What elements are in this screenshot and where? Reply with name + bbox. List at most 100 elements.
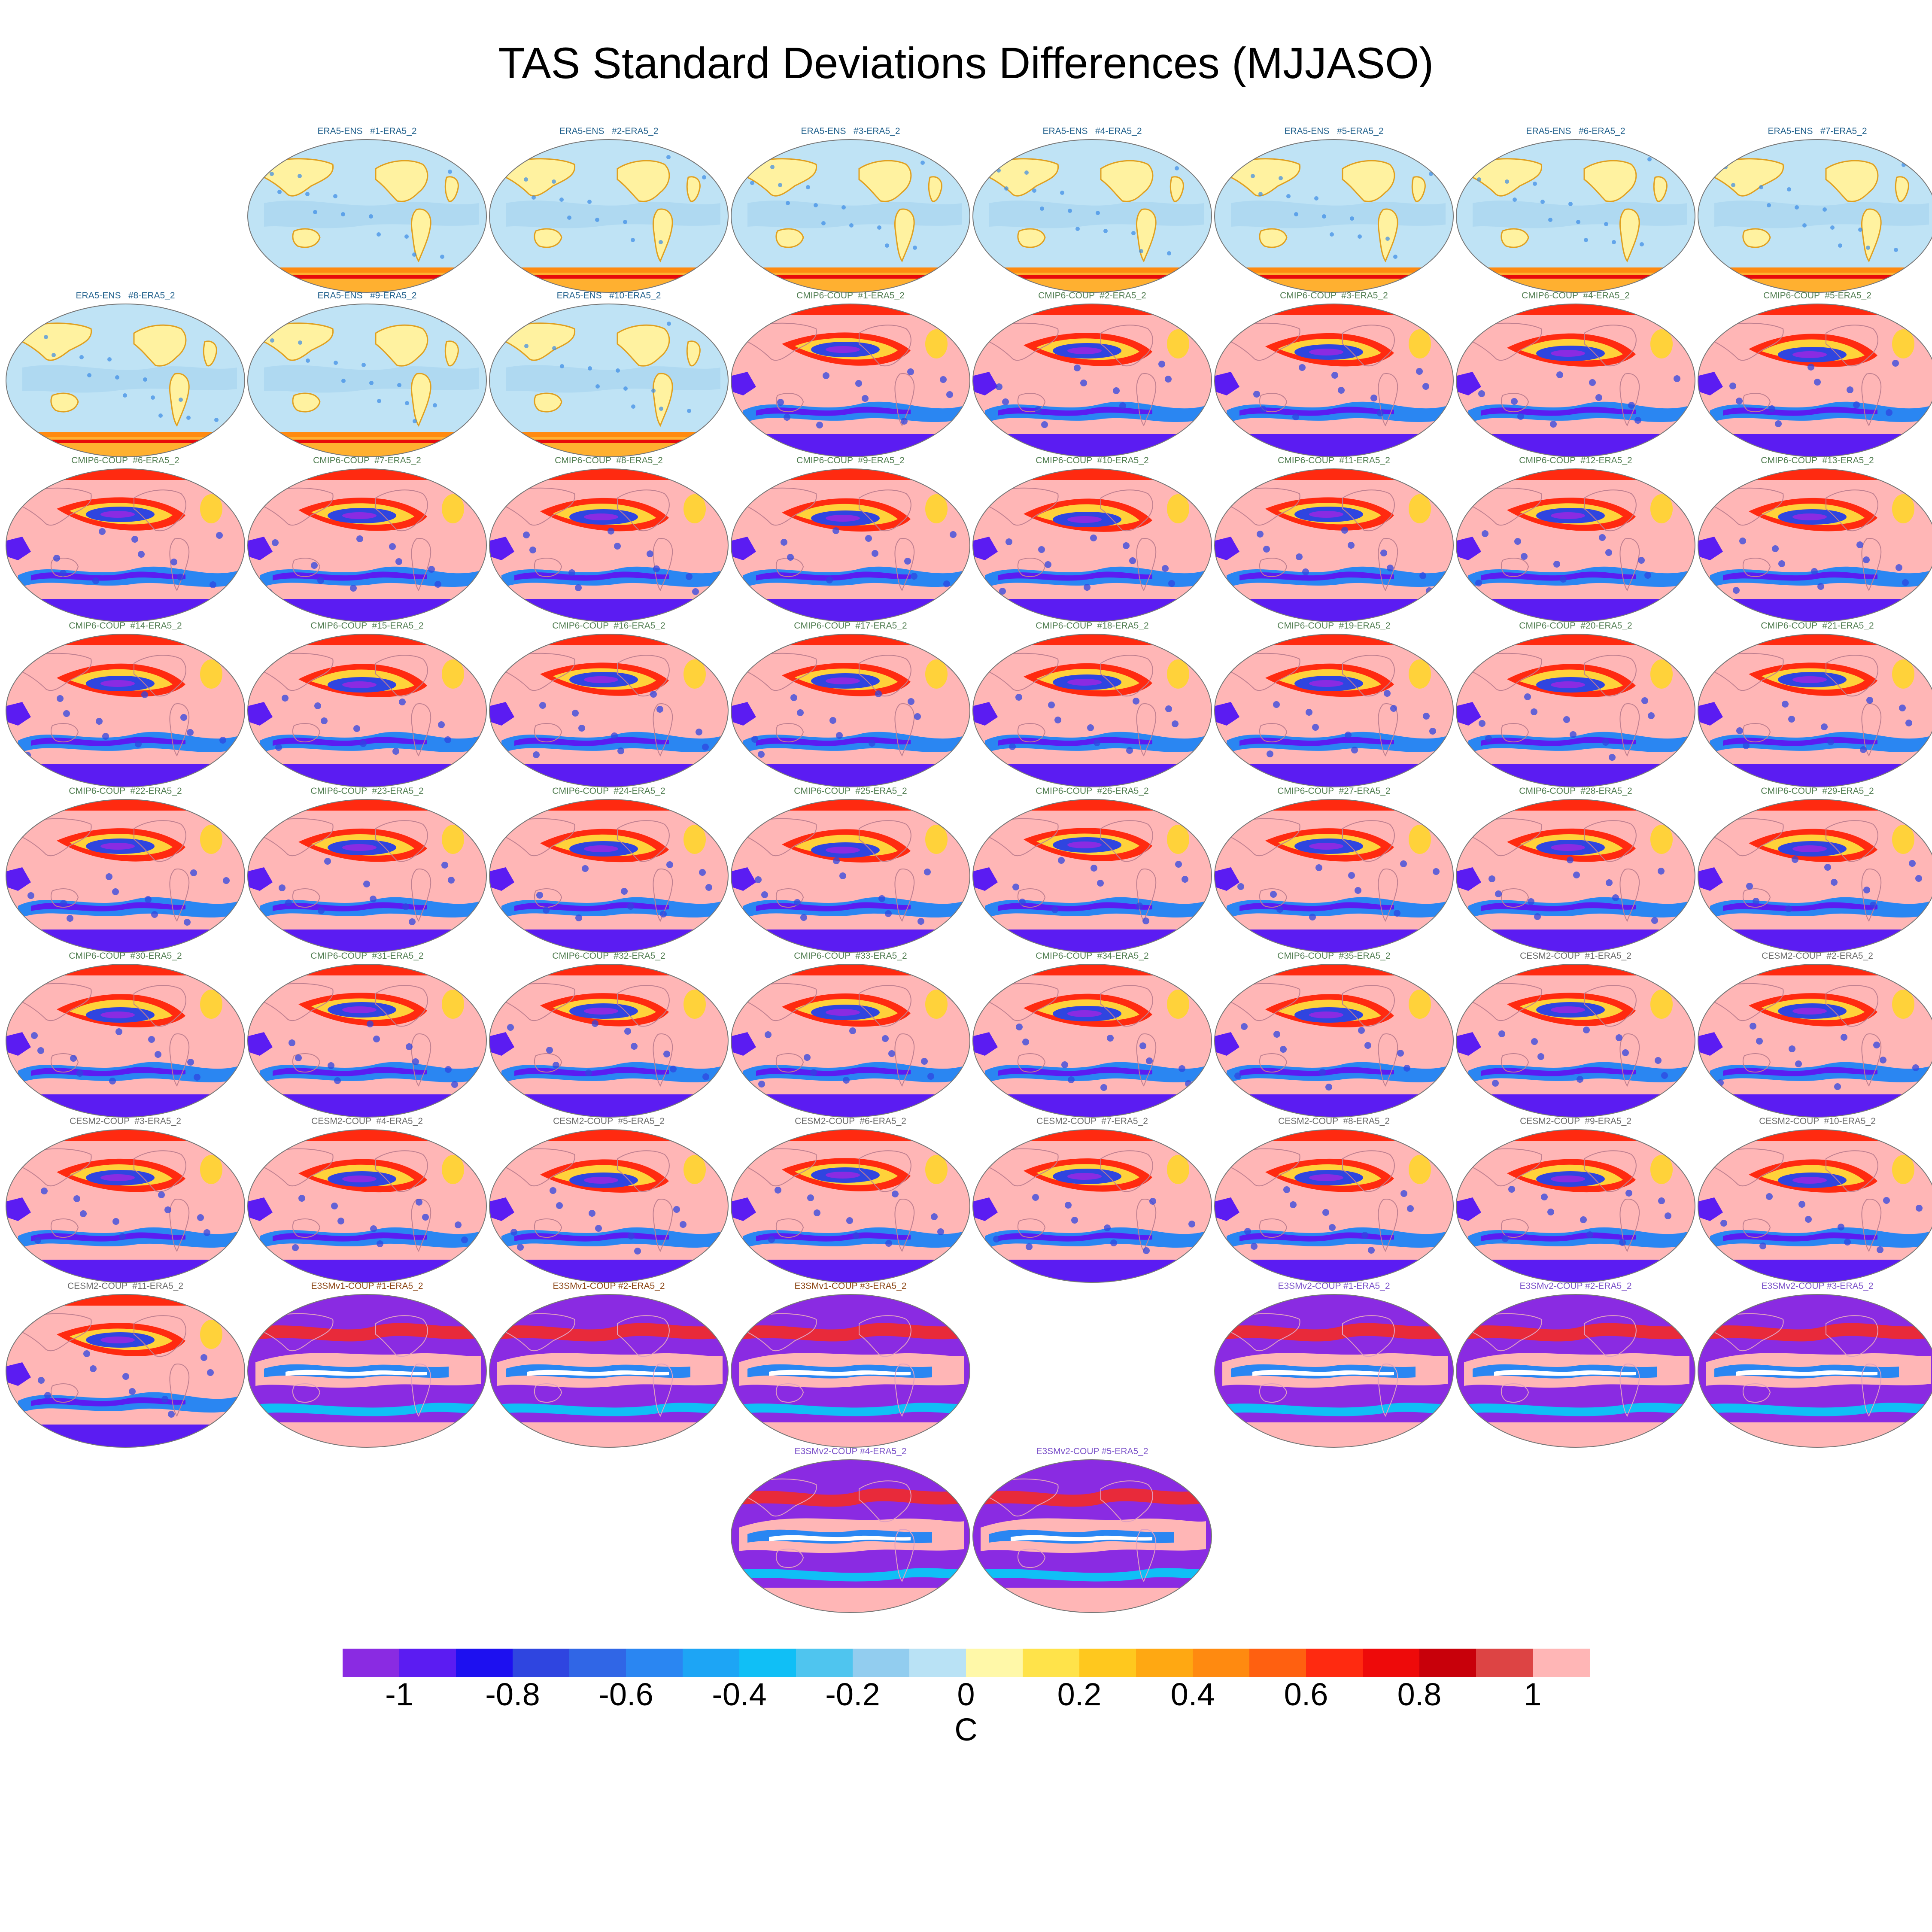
panel-title: CMIP6-COUP #24-ERA5_2	[552, 786, 665, 796]
colorbar-tick-label: 0.8	[1397, 1677, 1442, 1712]
panel-title: CMIP6-COUP #18-ERA5_2	[1036, 621, 1149, 631]
colorbar-tick-label: 0.6	[1284, 1677, 1328, 1712]
world-map	[247, 1294, 487, 1448]
world-map	[1698, 799, 1932, 953]
panel-title: ERA5-ENS #2-ERA5_2	[559, 126, 659, 136]
map-panel: CMIP6-COUP #33-ERA5_2	[730, 951, 971, 1119]
map-panel: E3SMv1-COUP #1-ERA5_2	[247, 1282, 487, 1449]
colorbar-swatch	[456, 1649, 513, 1677]
panel-title: CESM2-COUP #6-ERA5_2	[795, 1116, 906, 1126]
world-map	[1698, 304, 1932, 457]
world-map	[1456, 304, 1695, 457]
world-map	[247, 304, 487, 457]
world-map	[6, 468, 245, 622]
world-map	[1214, 799, 1454, 953]
world-map	[489, 1129, 729, 1283]
world-map	[1698, 964, 1932, 1118]
world-map	[247, 634, 487, 787]
world-map	[731, 1459, 970, 1613]
map-panel: CMIP6-COUP #34-ERA5_2	[972, 951, 1212, 1119]
map-panel: ERA5-ENS #10-ERA5_2	[489, 291, 729, 459]
panel-title: CMIP6-COUP #32-ERA5_2	[552, 951, 665, 961]
panel-title: CMIP6-COUP #31-ERA5_2	[310, 951, 424, 961]
world-map	[731, 139, 970, 293]
world-map	[972, 304, 1212, 457]
map-panel: E3SMv2-COUP #1-ERA5_2	[1214, 1282, 1454, 1449]
colorbar-tick-label: -0.2	[825, 1677, 880, 1712]
map-panel: CMIP6-COUP #27-ERA5_2	[1214, 787, 1454, 954]
map-panel: E3SMv1-COUP #2-ERA5_2	[489, 1282, 729, 1449]
colorbar-tick-label: 0.2	[1057, 1677, 1102, 1712]
map-panel: CMIP6-COUP #3-ERA5_2	[1214, 291, 1454, 459]
colorbar-swatch	[1136, 1649, 1193, 1677]
map-panel: ERA5-ENS #7-ERA5_2	[1697, 127, 1932, 294]
colorbar-tick-label: -0.8	[485, 1677, 540, 1712]
world-map	[1214, 468, 1454, 622]
map-panel: CESM2-COUP #7-ERA5_2	[972, 1117, 1212, 1284]
panel-title: CMIP6-COUP #13-ERA5_2	[1761, 456, 1874, 465]
panel-title: CMIP6-COUP #2-ERA5_2	[1038, 291, 1146, 301]
panel-title: CMIP6-COUP #30-ERA5_2	[69, 951, 182, 961]
map-panel: E3SMv1-COUP #3-ERA5_2	[730, 1282, 971, 1449]
world-map	[1214, 1129, 1454, 1283]
map-panel: CMIP6-COUP #32-ERA5_2	[489, 951, 729, 1119]
world-map	[1214, 634, 1454, 787]
world-map	[1456, 634, 1695, 787]
world-map	[972, 468, 1212, 622]
map-panel: E3SMv2-COUP #4-ERA5_2	[730, 1447, 971, 1614]
panel-title: ERA5-ENS #4-ERA5_2	[1042, 126, 1142, 136]
world-map	[6, 1129, 245, 1283]
map-panel: CESM2-COUP #6-ERA5_2	[730, 1117, 971, 1284]
world-map	[1698, 1129, 1932, 1283]
panel-title: CESM2-COUP #3-ERA5_2	[70, 1116, 181, 1126]
world-map	[1214, 1294, 1454, 1448]
colorbar-swatch	[683, 1649, 740, 1677]
panel-title: CMIP6-COUP #25-ERA5_2	[794, 786, 907, 796]
map-panel: ERA5-ENS #9-ERA5_2	[247, 291, 487, 459]
panel-title: ERA5-ENS #1-ERA5_2	[317, 126, 417, 136]
colorbar-swatch	[1079, 1649, 1136, 1677]
map-panel: CESM2-COUP #4-ERA5_2	[247, 1117, 487, 1284]
colorbar-tick-label: 0.4	[1170, 1677, 1215, 1712]
colorbar-unit-label: C	[954, 1712, 978, 1747]
panel-title: CMIP6-COUP #22-ERA5_2	[69, 786, 182, 796]
panel-title: CESM2-COUP #10-ERA5_2	[1759, 1116, 1876, 1126]
map-panel: CMIP6-COUP #14-ERA5_2	[5, 621, 246, 789]
map-panel: CESM2-COUP #2-ERA5_2	[1697, 951, 1932, 1119]
map-panel: CMIP6-COUP #19-ERA5_2	[1214, 621, 1454, 789]
colorbar	[343, 1649, 1590, 1677]
colorbar-swatch	[1533, 1649, 1590, 1677]
panel-title: ERA5-ENS #6-ERA5_2	[1526, 126, 1625, 136]
panel-title: E3SMv2-COUP #1-ERA5_2	[1278, 1281, 1390, 1291]
panel-title: E3SMv2-COUP #4-ERA5_2	[794, 1446, 907, 1456]
map-panel: CMIP6-COUP #5-ERA5_2	[1697, 291, 1932, 459]
world-map	[6, 1294, 245, 1448]
map-panel: CMIP6-COUP #9-ERA5_2	[730, 456, 971, 623]
colorbar-tick-label: 1	[1524, 1677, 1542, 1712]
colorbar-swatch	[1193, 1649, 1250, 1677]
panel-title: ERA5-ENS #3-ERA5_2	[801, 126, 900, 136]
colorbar-swatch	[966, 1649, 1023, 1677]
map-panel: ERA5-ENS #4-ERA5_2	[972, 127, 1212, 294]
map-panel: CESM2-COUP #11-ERA5_2	[5, 1282, 246, 1449]
world-map	[972, 799, 1212, 953]
colorbar-tick-label: -1	[385, 1677, 413, 1712]
map-panel: E3SMv2-COUP #5-ERA5_2	[972, 1447, 1212, 1614]
panel-title: CMIP6-COUP #14-ERA5_2	[69, 621, 182, 631]
panel-title: CMIP6-COUP #7-ERA5_2	[313, 456, 421, 465]
map-panel: CMIP6-COUP #13-ERA5_2	[1697, 456, 1932, 623]
world-map	[1456, 1294, 1695, 1448]
panel-title: ERA5-ENS #7-ERA5_2	[1768, 126, 1867, 136]
colorbar-swatch	[909, 1649, 966, 1677]
world-map	[6, 964, 245, 1118]
world-map	[6, 634, 245, 787]
world-map	[6, 304, 245, 457]
panel-title: CMIP6-COUP #6-ERA5_2	[71, 456, 179, 465]
colorbar-swatch	[1363, 1649, 1420, 1677]
map-panel: CMIP6-COUP #29-ERA5_2	[1697, 787, 1932, 954]
colorbar-swatch	[796, 1649, 853, 1677]
map-panel: CESM2-COUP #9-ERA5_2	[1455, 1117, 1696, 1284]
panel-title: CMIP6-COUP #10-ERA5_2	[1036, 456, 1149, 465]
panel-title: ERA5-ENS #10-ERA5_2	[556, 291, 661, 301]
world-map	[1456, 139, 1695, 293]
